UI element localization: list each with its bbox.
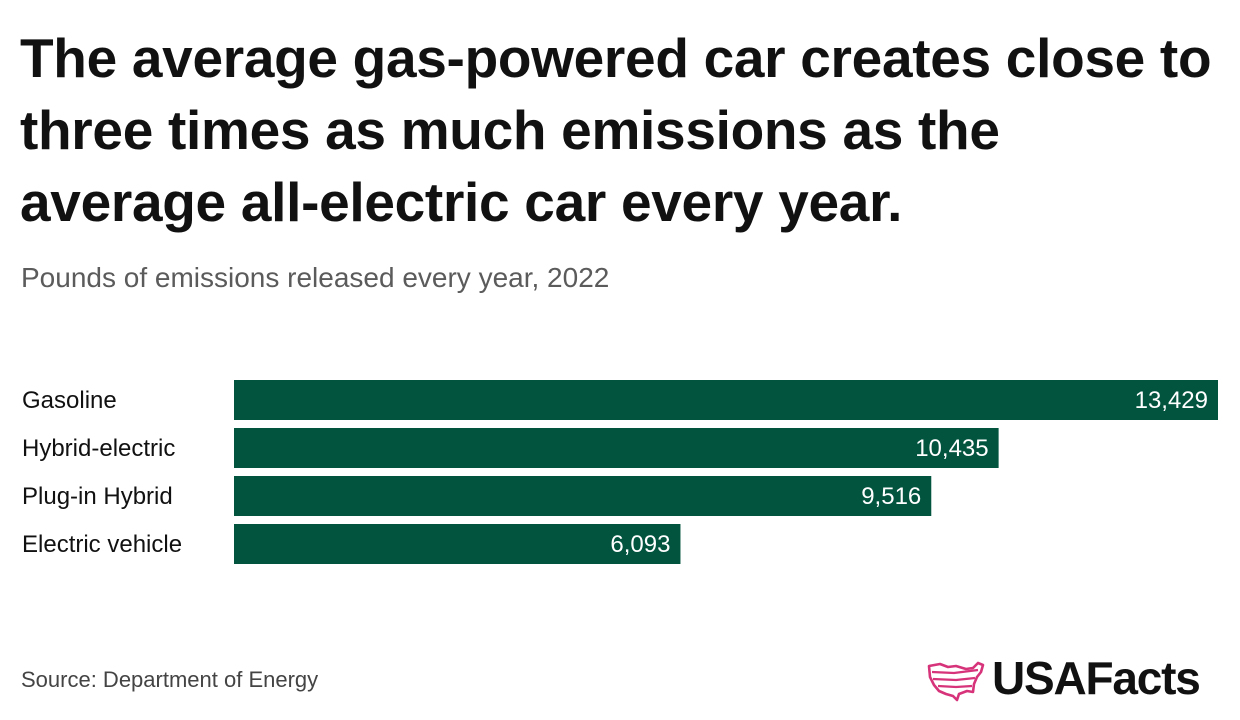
category-label: Electric vehicle xyxy=(22,531,182,558)
emissions-bar-chart: Gasoline 13,429 Hybrid-electric 10,435 Plug-… xyxy=(22,380,1218,564)
source-note: Source: Department of Energy xyxy=(21,667,319,692)
category-label: Gasoline xyxy=(22,387,117,414)
usafacts-logo: USAFacts xyxy=(926,652,1226,708)
brand-name: USAFacts xyxy=(992,652,1201,704)
bar-value-label: 10,435 xyxy=(915,435,988,462)
chart-title: The average gas-powered car creates clos… xyxy=(20,27,1212,233)
chart-subtitle: Pounds of emissions released every year,… xyxy=(21,262,610,293)
bar xyxy=(234,524,681,564)
us-map-icon xyxy=(927,661,985,702)
bar-value-label: 13,429 xyxy=(1135,387,1208,414)
bar xyxy=(234,476,932,516)
category-label: Hybrid-electric xyxy=(22,435,175,462)
category-label: Plug-in Hybrid xyxy=(22,483,173,510)
bar xyxy=(234,428,999,468)
bar xyxy=(234,380,1218,420)
bar-value-label: 6,093 xyxy=(610,531,670,558)
bar-value-label: 9,516 xyxy=(861,483,921,510)
